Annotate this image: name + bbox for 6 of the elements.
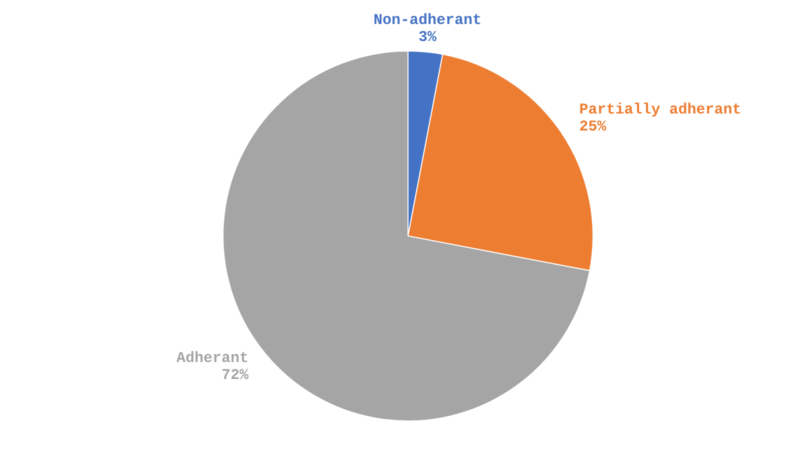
data-label: 72% (221, 366, 250, 384)
slice-label: Non-adherant (373, 12, 482, 29)
slice-label: Adherant (176, 350, 249, 367)
slice-label: Partially adherant (579, 102, 742, 119)
data-label: 25% (579, 118, 608, 136)
data-label: 3% (418, 28, 438, 46)
